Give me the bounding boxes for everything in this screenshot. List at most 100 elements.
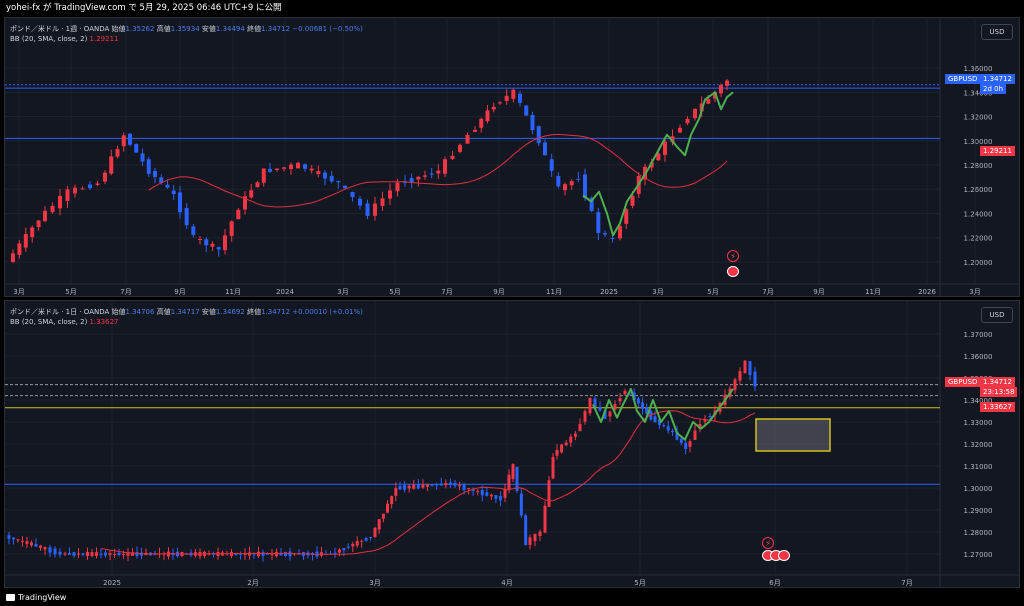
candle-body — [7, 535, 11, 539]
candle-body — [528, 537, 532, 545]
candle-body — [753, 371, 757, 387]
bb-price-tag: 1.29211 — [980, 146, 1015, 156]
candle-body — [608, 411, 612, 417]
candle-body — [198, 239, 202, 241]
us-flag-event-icon[interactable] — [727, 266, 739, 277]
price-tick-label: 1.24000 — [964, 210, 993, 218]
candle-body — [439, 483, 443, 486]
candle-body — [333, 552, 337, 554]
candle-body — [430, 484, 434, 486]
lightning-event-icon[interactable]: ⚡ — [727, 250, 739, 262]
candle-body — [30, 542, 33, 546]
currency-button[interactable]: USD — [981, 307, 1013, 323]
candle-body — [473, 129, 477, 132]
candle-body — [131, 552, 134, 556]
candle-body — [453, 482, 457, 486]
candle-body — [284, 552, 287, 556]
candle-body — [588, 397, 592, 414]
price-tick-label: 1.31000 — [964, 463, 993, 471]
candle-body — [90, 552, 94, 556]
candle-body — [386, 503, 389, 513]
candle-body — [178, 192, 182, 213]
zigzag-line — [592, 388, 734, 441]
candle-body — [549, 159, 554, 171]
candle-body — [573, 433, 577, 437]
candle-body — [365, 203, 370, 216]
candle-body — [350, 191, 355, 198]
price-tick-label: 1.30000 — [964, 138, 993, 146]
time-tick-label: 3月 — [369, 579, 380, 587]
candle-body — [416, 484, 420, 489]
candle-body — [48, 547, 52, 553]
candle-body — [336, 180, 341, 183]
candle-body — [77, 553, 80, 555]
candle-body — [360, 540, 364, 542]
time-tick-label: 5月 — [65, 288, 76, 296]
lightning-event-icon[interactable]: ⚡ — [762, 537, 774, 549]
candle-body — [113, 553, 116, 555]
candle-body — [519, 493, 523, 516]
price-tick-label: 1.27000 — [964, 551, 993, 559]
candle-body — [678, 127, 682, 133]
candle-body — [30, 227, 35, 238]
candle-body — [685, 118, 690, 124]
candle-body — [191, 226, 196, 235]
time-tick-label: 7月 — [762, 288, 773, 296]
candle-body — [159, 177, 164, 183]
candle-body — [165, 184, 170, 188]
candle-body — [126, 552, 130, 556]
candle-body — [530, 115, 535, 131]
legend-close: 1.34712 — [261, 308, 291, 316]
candle-body — [630, 195, 635, 206]
us-flag-event-icon[interactable] — [778, 550, 790, 561]
candle-body — [603, 233, 607, 235]
price-tick-label: 1.29000 — [964, 507, 993, 515]
daily-chart-panel[interactable]: 1.370001.360001.350001.340001.330001.320… — [4, 300, 1020, 588]
candle-body — [296, 162, 300, 169]
candle-body — [693, 430, 697, 440]
candle-body — [708, 416, 712, 418]
zigzag-line — [582, 91, 734, 237]
candle-body — [252, 553, 256, 555]
legend-high-label: 高値 — [156, 308, 171, 316]
weekly-chart-canvas[interactable]: 1.36000 1.34000 1.32000 1.30000 1.28000 1.260… — [5, 18, 1020, 297]
weekly-chart-panel[interactable]: 1.36000 1.34000 1.32000 1.30000 1.28000 1.260… — [4, 17, 1020, 297]
publish-bar: yohei-fx が TradingView.com で 5月 29, 2025… — [0, 0, 1024, 16]
candle-body — [645, 407, 649, 414]
daily-bb-legend[interactable]: BB (20, SMA, close, 2) 1.33627 — [10, 318, 119, 326]
weekly-bb-legend[interactable]: BB (20, SMA, close, 2) 1.29211 — [10, 35, 119, 43]
candle-body — [467, 488, 471, 490]
candle-body — [578, 423, 582, 432]
currency-button[interactable]: USD — [981, 24, 1013, 40]
candle-body — [613, 404, 617, 410]
candle-body — [491, 106, 496, 110]
candle-body — [538, 531, 542, 537]
candle-body — [303, 164, 307, 169]
candle-body — [489, 494, 493, 497]
countdown-tag: 23:13:58 — [980, 387, 1018, 397]
candle-body — [479, 118, 484, 128]
tradingview-footer: TradingView — [0, 590, 1024, 606]
candle-body — [53, 548, 57, 555]
candle-body — [543, 142, 547, 156]
candle-body — [743, 360, 747, 374]
time-tick-label: 2月 — [247, 579, 258, 587]
candle-body — [649, 162, 654, 168]
candle-body — [536, 126, 541, 144]
time-tick-label: 3月 — [337, 288, 348, 296]
candle-body — [282, 167, 286, 169]
daily-chart-canvas[interactable]: 1.370001.360001.350001.340001.330001.320… — [5, 301, 1020, 588]
candle-body — [121, 135, 126, 147]
candle-body — [355, 540, 359, 546]
candle-body — [662, 425, 666, 427]
weekly-legend: ポンド／米ドル · 1週 · OANDA 始値1.35262 高値1.35934… — [10, 24, 363, 34]
candle-body — [656, 153, 661, 161]
candle-body — [618, 226, 622, 239]
candle-body — [503, 489, 507, 498]
candle-body — [603, 410, 607, 419]
legend-open-label: 始値 — [111, 308, 126, 316]
candle-body — [485, 110, 490, 122]
candle-body — [398, 486, 402, 490]
bb-value: 1.33627 — [89, 318, 119, 326]
candle-body — [462, 484, 466, 491]
